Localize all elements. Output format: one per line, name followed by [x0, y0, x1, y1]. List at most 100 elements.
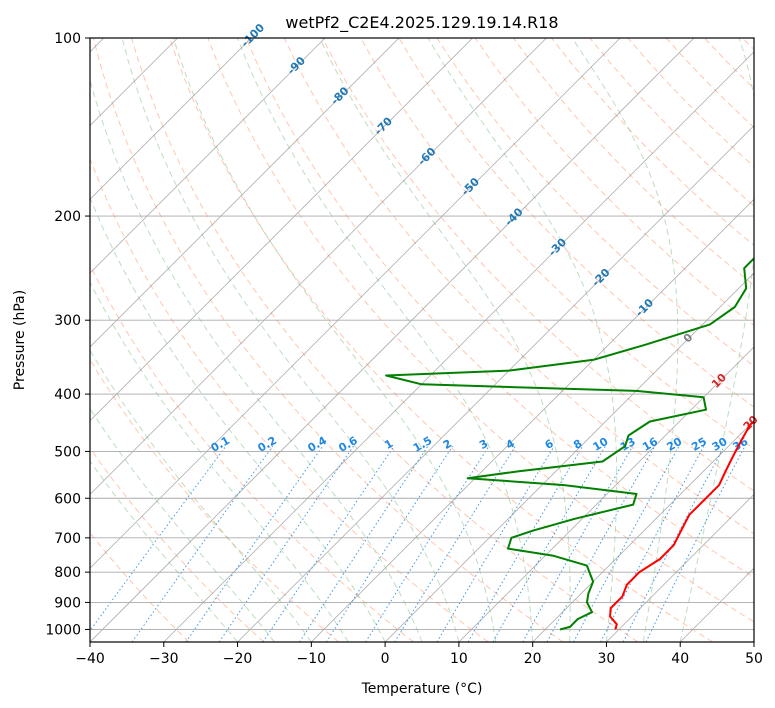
y-tick-label: 400: [54, 387, 81, 403]
y-tick-label: 100: [54, 31, 81, 47]
mixing-ratio-line: [299, 445, 429, 642]
y-tick-label: 300: [54, 313, 81, 329]
isotherm-line: [90, 38, 326, 274]
isotherm-label: 10: [709, 371, 729, 391]
x-tick-label: 20: [524, 651, 542, 667]
mixing-ratio-line: [218, 445, 354, 642]
mixing-ratio-label: 2: [441, 437, 454, 452]
isotherm-line: [753, 641, 754, 642]
dry-adiabat: [512, 38, 754, 286]
dry-adiabat: [90, 157, 489, 642]
dry-adiabat: [245, 38, 754, 579]
moist-adiabat: [571, 38, 679, 642]
isotherm-label: -50: [459, 175, 482, 198]
dry-adiabat: [589, 38, 754, 207]
mixing-ratio-line: [325, 445, 454, 642]
mixing-ratio-line: [645, 445, 746, 642]
dry-adiabat: [90, 358, 339, 642]
x-tick-label: 50: [745, 651, 763, 667]
mixing-ratio-line: [185, 445, 324, 642]
isotherm-line: [311, 198, 754, 642]
dry-adiabat: [90, 263, 414, 642]
mixing-ratio-line: [600, 445, 705, 642]
isotherm-label: -10: [633, 296, 656, 319]
moist-adiabat: [172, 38, 497, 642]
mixing-ratio-line: [131, 445, 274, 642]
isotherm-line: [90, 38, 400, 348]
dry-adiabat: [742, 38, 754, 51]
moist-adiabat: [90, 78, 423, 642]
x-tick-label: 30: [598, 651, 616, 667]
y-tick-label: 600: [54, 491, 81, 507]
mixing-ratio-line: [365, 445, 490, 642]
mixing-ratio-line: [522, 445, 634, 642]
y-tick-label: 500: [54, 444, 81, 460]
moist-adiabat: [679, 38, 754, 642]
isotherm-label: -20: [589, 266, 612, 289]
moist-adiabat: [90, 196, 386, 642]
mixing-ratio-line: [262, 445, 395, 642]
isotherm-line: [163, 51, 754, 642]
mixing-ratio-line: [394, 445, 516, 642]
dry-adiabat: [665, 38, 754, 129]
y-tick-label: 900: [54, 595, 81, 611]
isotherm-line: [606, 493, 754, 642]
mixing-ratio-line: [90, 445, 227, 632]
mixing-ratio-line: [546, 445, 656, 642]
y-tick-label: 200: [54, 209, 81, 225]
y-axis-label: Pressure (hPa): [12, 290, 28, 390]
y-tick-label: 700: [54, 531, 81, 547]
sounding-traces: [385, 256, 754, 631]
background-lines: [90, 38, 754, 642]
dry-adiabat: [474, 38, 754, 326]
isotherm-line: [384, 272, 754, 642]
x-tick-label: −20: [223, 651, 253, 667]
x-axis-label: Temperature (°C): [361, 681, 483, 697]
dry-adiabat: [398, 38, 754, 408]
isotherm-label: -60: [415, 145, 438, 168]
dry-adiabat: [131, 38, 639, 642]
dry-adiabat: [322, 38, 754, 492]
mixing-ratio-line: [622, 445, 725, 642]
dry-adiabat: [169, 38, 713, 642]
dry-adiabat: [207, 38, 754, 623]
isotherm-label: -100: [239, 21, 268, 50]
moist-adiabat: [427, 38, 618, 642]
x-tick-label: 10: [450, 651, 468, 667]
temperature-line: [609, 420, 754, 630]
moist-adiabat: [90, 407, 275, 642]
dry-adiabat: [436, 38, 754, 367]
dry-adiabat: [627, 38, 754, 168]
moist-adiabat: [90, 280, 349, 642]
mixing-ratio-label: 6: [543, 437, 556, 452]
x-tick-label: 0: [381, 651, 390, 667]
isotherm-label: -80: [328, 84, 351, 107]
chart-title: wetPf2_C2E4.2025.129.19.14.R18: [285, 13, 558, 33]
isotherm-label: -30: [546, 235, 569, 258]
isotherm-line: [458, 346, 754, 642]
moist-adiabat: [237, 38, 534, 642]
moist-adiabat: [121, 38, 460, 642]
y-tick-label: 1000: [45, 622, 81, 638]
mixing-ratio-line: [436, 445, 555, 642]
mixing-ratio-label: 4: [504, 437, 517, 452]
isotherm-line: [90, 38, 621, 569]
isotherm-line: [237, 124, 754, 642]
y-tick-label: 800: [54, 565, 81, 581]
y-axis: 100 200 300 400 500 600 700 800 900 1000: [45, 31, 90, 638]
plot-frame: [89, 37, 755, 643]
dry-adiabat: [283, 38, 754, 535]
isotherm-line: [90, 38, 547, 496]
x-tick-label: −40: [75, 651, 105, 667]
isotherm-label: -40: [502, 205, 525, 228]
isotherm-label: -70: [372, 114, 395, 137]
dewpoint-line: [385, 256, 754, 631]
dry-adiabat: [92, 38, 564, 642]
x-axis: −40 −30 −20 −10 0 10 20 30 40 50: [75, 642, 763, 667]
isotherm-label: 30: [773, 454, 775, 474]
moist-adiabat: [90, 460, 238, 642]
pressure-grid: [90, 38, 754, 630]
x-tick-label: −30: [149, 651, 179, 667]
isotherm-label: -90: [285, 54, 308, 77]
